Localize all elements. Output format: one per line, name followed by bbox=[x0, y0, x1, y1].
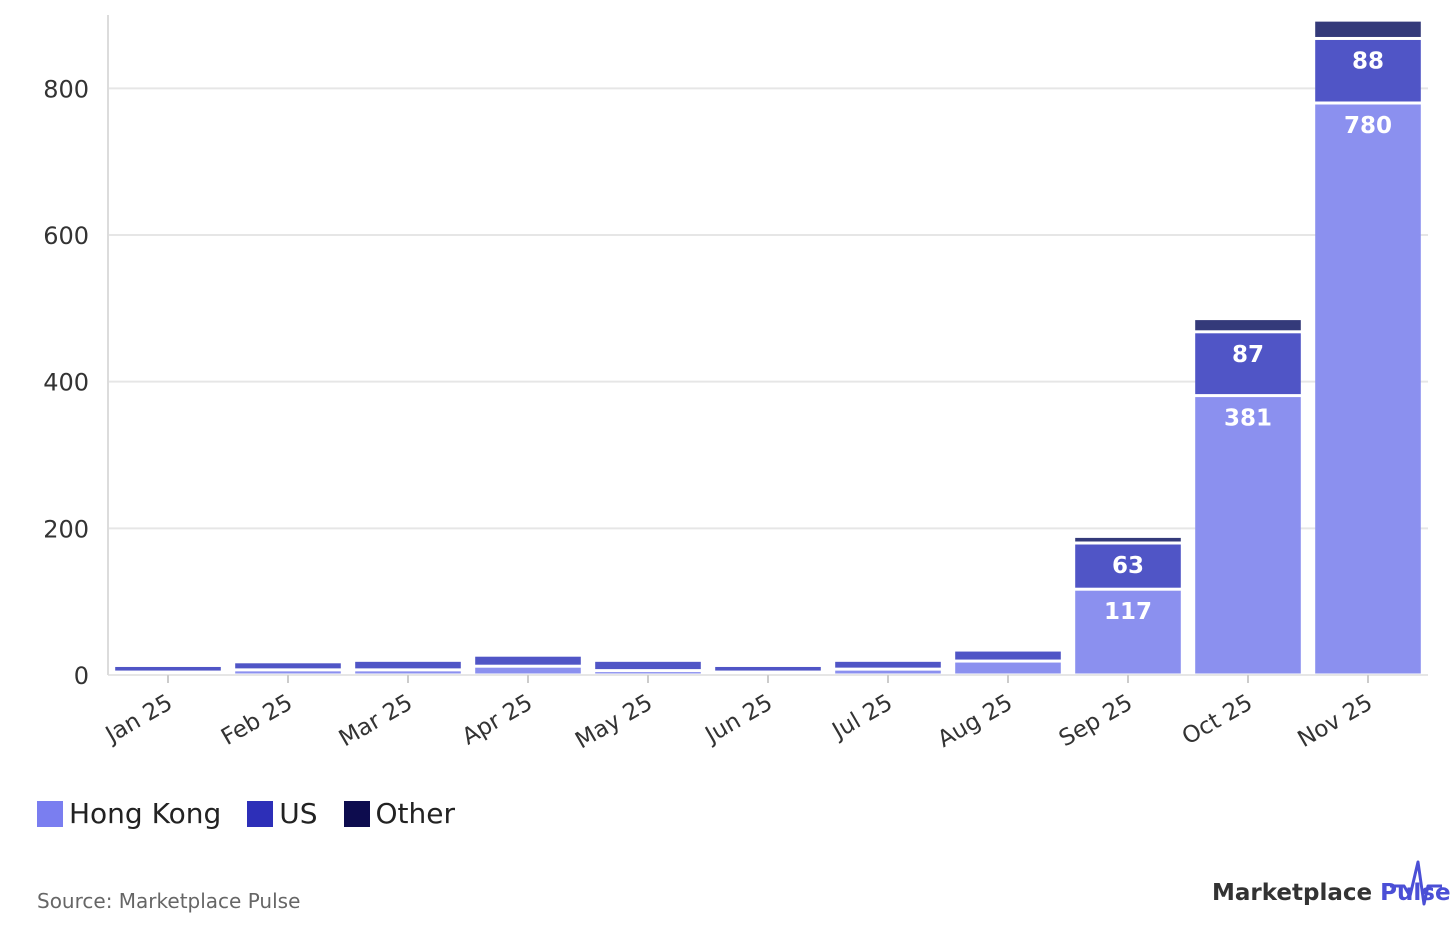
y-tick-label: 800 bbox=[43, 75, 89, 103]
bar-hong-kong bbox=[1195, 397, 1301, 674]
x-tick-label: Aug 25 bbox=[933, 690, 1017, 753]
data-label: 87 bbox=[1232, 342, 1264, 368]
x-tick-label: Feb 25 bbox=[217, 690, 297, 751]
legend-label: Other bbox=[375, 797, 456, 830]
legend-label: US bbox=[279, 797, 318, 830]
bar-other bbox=[1075, 537, 1181, 542]
bar-hong-kong bbox=[1315, 104, 1421, 674]
legend: Hong Kong US Other bbox=[37, 797, 481, 830]
bar-us bbox=[235, 663, 341, 669]
bar-hong-kong bbox=[235, 671, 341, 674]
x-tick-label: Nov 25 bbox=[1293, 690, 1377, 753]
legend-item: Other bbox=[343, 797, 456, 830]
legend-swatch bbox=[37, 800, 63, 827]
bar-us bbox=[1075, 544, 1181, 588]
legend-item: US bbox=[247, 797, 318, 830]
bar-us bbox=[595, 661, 701, 670]
x-tick-label: Jul 25 bbox=[827, 690, 897, 746]
data-label: 381 bbox=[1224, 406, 1272, 432]
source-note: Source: Marketplace Pulse bbox=[37, 889, 301, 913]
y-tick-label: 0 bbox=[74, 662, 89, 690]
data-label: 63 bbox=[1112, 553, 1144, 579]
legend-swatch bbox=[247, 800, 274, 827]
bar-us bbox=[955, 651, 1061, 660]
x-tick-label: Jun 25 bbox=[699, 690, 777, 750]
data-label: 780 bbox=[1344, 113, 1392, 139]
bar-us bbox=[1195, 333, 1301, 395]
legend-item: Hong Kong bbox=[37, 797, 221, 830]
bar-us bbox=[475, 656, 581, 665]
bar-us bbox=[715, 666, 821, 671]
y-tick-label: 600 bbox=[43, 222, 89, 250]
x-tick-label: Jan 25 bbox=[100, 690, 177, 750]
x-tick-label: Mar 25 bbox=[335, 690, 417, 753]
bar-other bbox=[1195, 320, 1301, 331]
bar-us bbox=[355, 661, 461, 669]
y-tick-label: 200 bbox=[43, 515, 89, 543]
bar-hong-kong bbox=[475, 667, 581, 674]
legend-label: Hong Kong bbox=[69, 797, 222, 830]
bar-hong-kong bbox=[1075, 590, 1181, 674]
bar-us bbox=[1315, 39, 1421, 102]
legend-swatch bbox=[343, 800, 370, 827]
x-tick-label: Sep 25 bbox=[1055, 690, 1137, 752]
brand-name-accent: Pulse bbox=[1380, 880, 1451, 906]
data-label: 88 bbox=[1352, 48, 1384, 74]
bar-hong-kong bbox=[835, 670, 941, 674]
x-tick-label: Oct 25 bbox=[1178, 690, 1257, 751]
bar-other bbox=[1315, 21, 1421, 37]
x-tick-label: May 25 bbox=[571, 690, 657, 755]
bar-us bbox=[115, 666, 221, 671]
chart: 0 200 400 600 800 Jan 25 Feb 25 Mar 25 Apr 25 May… bbox=[43, 15, 1428, 755]
brand-logo: Marketplace Pulse bbox=[1212, 880, 1451, 906]
bar-hong-kong bbox=[355, 671, 461, 674]
bar-us bbox=[835, 661, 941, 668]
bar-hong-kong bbox=[595, 672, 701, 674]
brand-name: Marketplace bbox=[1212, 880, 1373, 906]
x-tick-label: Apr 25 bbox=[458, 690, 537, 751]
y-tick-label: 400 bbox=[43, 369, 89, 397]
bar-hong-kong bbox=[955, 662, 1061, 674]
data-label: 117 bbox=[1104, 599, 1152, 625]
pulse-line-icon bbox=[1390, 860, 1442, 906]
